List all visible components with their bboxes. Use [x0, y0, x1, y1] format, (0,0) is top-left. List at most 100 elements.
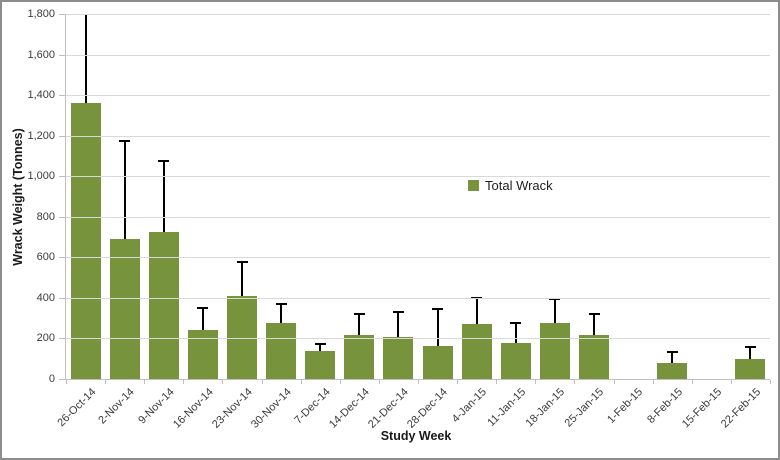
x-tick-label: 4-Jan-15	[449, 386, 490, 426]
x-tick	[418, 380, 419, 384]
y-tick-label: 200	[36, 332, 55, 345]
x-tick	[691, 380, 693, 384]
bar	[422, 345, 453, 379]
x-tick	[535, 380, 537, 384]
x-tick-label: 15-Feb-15	[679, 386, 724, 431]
error-bar	[397, 312, 400, 362]
bar	[70, 103, 101, 379]
x-tick-label: 8-Feb-15	[644, 386, 685, 427]
x-tick	[613, 380, 615, 384]
x-tick	[457, 380, 459, 384]
x-tick	[339, 380, 341, 384]
bar	[227, 295, 257, 379]
x-tick	[183, 380, 185, 384]
y-tick	[59, 257, 65, 259]
error-bar	[671, 351, 674, 373]
x-tick	[300, 380, 302, 384]
x-tick-label: 1-Feb-15	[605, 386, 646, 427]
x-tick	[261, 380, 263, 384]
bar	[344, 335, 375, 379]
bar	[500, 342, 531, 379]
y-tick-label: 1,200	[27, 129, 55, 142]
error-bar	[162, 161, 165, 302]
y-tick-label: 1,800	[27, 8, 55, 20]
x-tick-label: 2-Nov-14	[96, 386, 138, 427]
y-tick	[59, 297, 65, 299]
error-bar	[749, 346, 752, 369]
y-tick-label: 1,400	[27, 89, 55, 102]
error-bar	[514, 323, 517, 361]
x-tick-label: 9-Nov-14	[135, 386, 177, 427]
legend: Total Wrack	[468, 178, 553, 193]
x-tick-label: 16-Nov-14	[170, 386, 216, 431]
x-tick	[378, 380, 380, 384]
y-tick	[59, 176, 65, 178]
bar	[735, 358, 766, 379]
x-axis-line	[65, 379, 770, 380]
bar	[305, 350, 336, 379]
y-tick-label: 0	[48, 373, 55, 385]
error-bar	[593, 314, 595, 356]
y-tick-label: 1,000	[27, 170, 55, 183]
y-tick-label: 1,600	[27, 48, 55, 61]
x-tick-label: 11-Jan-15	[485, 386, 529, 429]
y-axis-title: Wrack Weight (Tonnes)	[11, 127, 25, 266]
y-tick	[59, 216, 65, 218]
gridline	[66, 14, 770, 15]
x-tick-label: 25-Jan-15	[562, 386, 607, 430]
y-tick	[59, 95, 65, 97]
x-tick	[574, 380, 576, 384]
x-tick	[66, 380, 67, 384]
x-tick-label: 30-Nov-14	[248, 386, 294, 431]
y-tick-label: 400	[36, 291, 55, 304]
bar	[657, 362, 688, 379]
gridline	[66, 216, 770, 218]
y-axis-line	[65, 14, 66, 380]
gridline	[66, 257, 770, 259]
x-tick	[770, 380, 771, 384]
y-tick-label: 800	[36, 210, 55, 223]
legend-label: Total Wrack	[485, 178, 553, 193]
gridline	[66, 297, 770, 299]
x-tick	[105, 380, 107, 384]
x-tick	[496, 380, 498, 384]
y-tick	[59, 379, 65, 380]
legend-swatch-icon	[468, 180, 479, 191]
x-tick	[144, 380, 146, 384]
x-tick-label: 14-Dec-14	[327, 386, 372, 431]
y-tick	[59, 54, 65, 56]
bar	[383, 337, 414, 379]
bar	[148, 231, 179, 379]
error-bar	[123, 140, 126, 336]
x-tick	[222, 380, 224, 384]
x-tick	[730, 380, 732, 384]
error-bar	[475, 297, 478, 349]
x-tick-label: 18-Jan-15	[523, 386, 568, 430]
y-tick-label: 600	[36, 251, 55, 264]
bar	[539, 323, 570, 379]
error-bar	[241, 262, 243, 330]
bar	[266, 323, 297, 379]
gridline	[66, 95, 770, 97]
gridline	[66, 135, 770, 137]
x-tick-label: 28-Dec-14	[405, 386, 451, 431]
y-axis-title-wrap: Wrack Weight (Tonnes)	[4, 14, 32, 379]
error-bar	[201, 308, 204, 352]
y-tick	[59, 135, 65, 137]
error-bar	[436, 309, 439, 379]
error-bar	[280, 303, 283, 343]
bar	[109, 239, 140, 379]
bar	[461, 324, 492, 379]
x-axis-title: Study Week	[380, 429, 452, 443]
x-tick	[652, 380, 654, 384]
x-tick-label: 26-Oct-14	[54, 386, 99, 430]
x-tick-label: 22-Feb-15	[718, 386, 763, 431]
error-bar	[319, 343, 322, 357]
gridline	[66, 176, 770, 178]
error-bar	[358, 314, 361, 356]
gridline	[66, 338, 770, 340]
y-tick	[59, 338, 65, 340]
x-tick-label: 23-Nov-14	[209, 386, 255, 431]
gridline	[66, 54, 770, 56]
